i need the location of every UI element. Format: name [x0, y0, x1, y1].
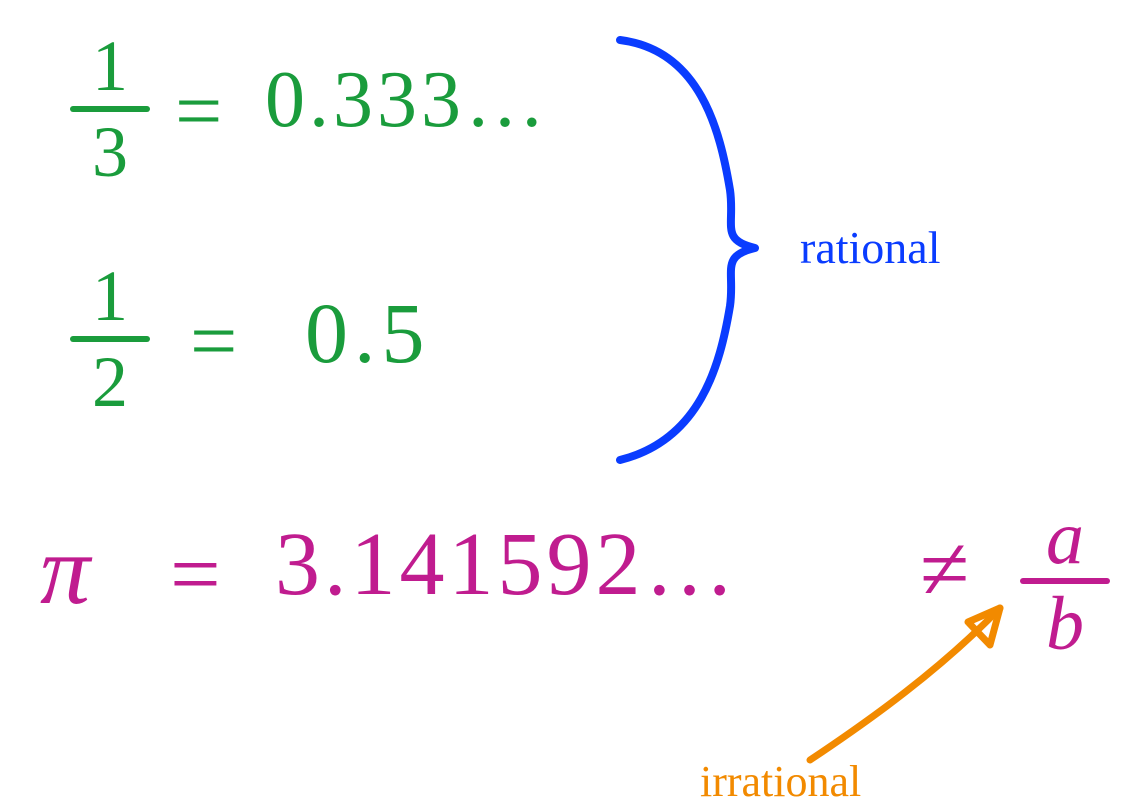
fraction-one-half: 1 2 — [70, 260, 150, 418]
equals-sign: = — [190, 300, 237, 384]
fraction-a-over-b: a b — [1020, 500, 1110, 662]
arrow-head-icon — [968, 608, 1000, 645]
curly-brace-icon — [620, 40, 755, 460]
fraction-numerator: 1 — [92, 260, 128, 332]
arrow-shaft-icon — [810, 608, 1000, 760]
brace-and-arrow-overlay — [0, 0, 1145, 802]
not-equal-sign: ≠ — [920, 525, 969, 615]
fraction-denominator: 2 — [92, 346, 128, 418]
fraction-numerator: 1 — [92, 30, 128, 102]
pi-value: 3.141592… — [275, 520, 739, 610]
fraction-one-third: 1 3 — [70, 30, 150, 188]
fraction-numerator: a — [1046, 500, 1084, 576]
pi-symbol: π — [40, 520, 90, 620]
irrational-label: irrational — [700, 760, 861, 802]
value-one-third: 0.333… — [265, 60, 549, 140]
equals-sign: = — [175, 70, 222, 154]
diagram-stage: 1 3 = 0.333… 1 2 = 0.5 rational π = 3.14… — [0, 0, 1145, 802]
fraction-denominator: b — [1046, 586, 1084, 662]
value-one-half: 0.5 — [305, 290, 431, 376]
rational-label: rational — [800, 225, 941, 271]
fraction-denominator: 3 — [92, 116, 128, 188]
equals-sign: = — [170, 530, 221, 620]
